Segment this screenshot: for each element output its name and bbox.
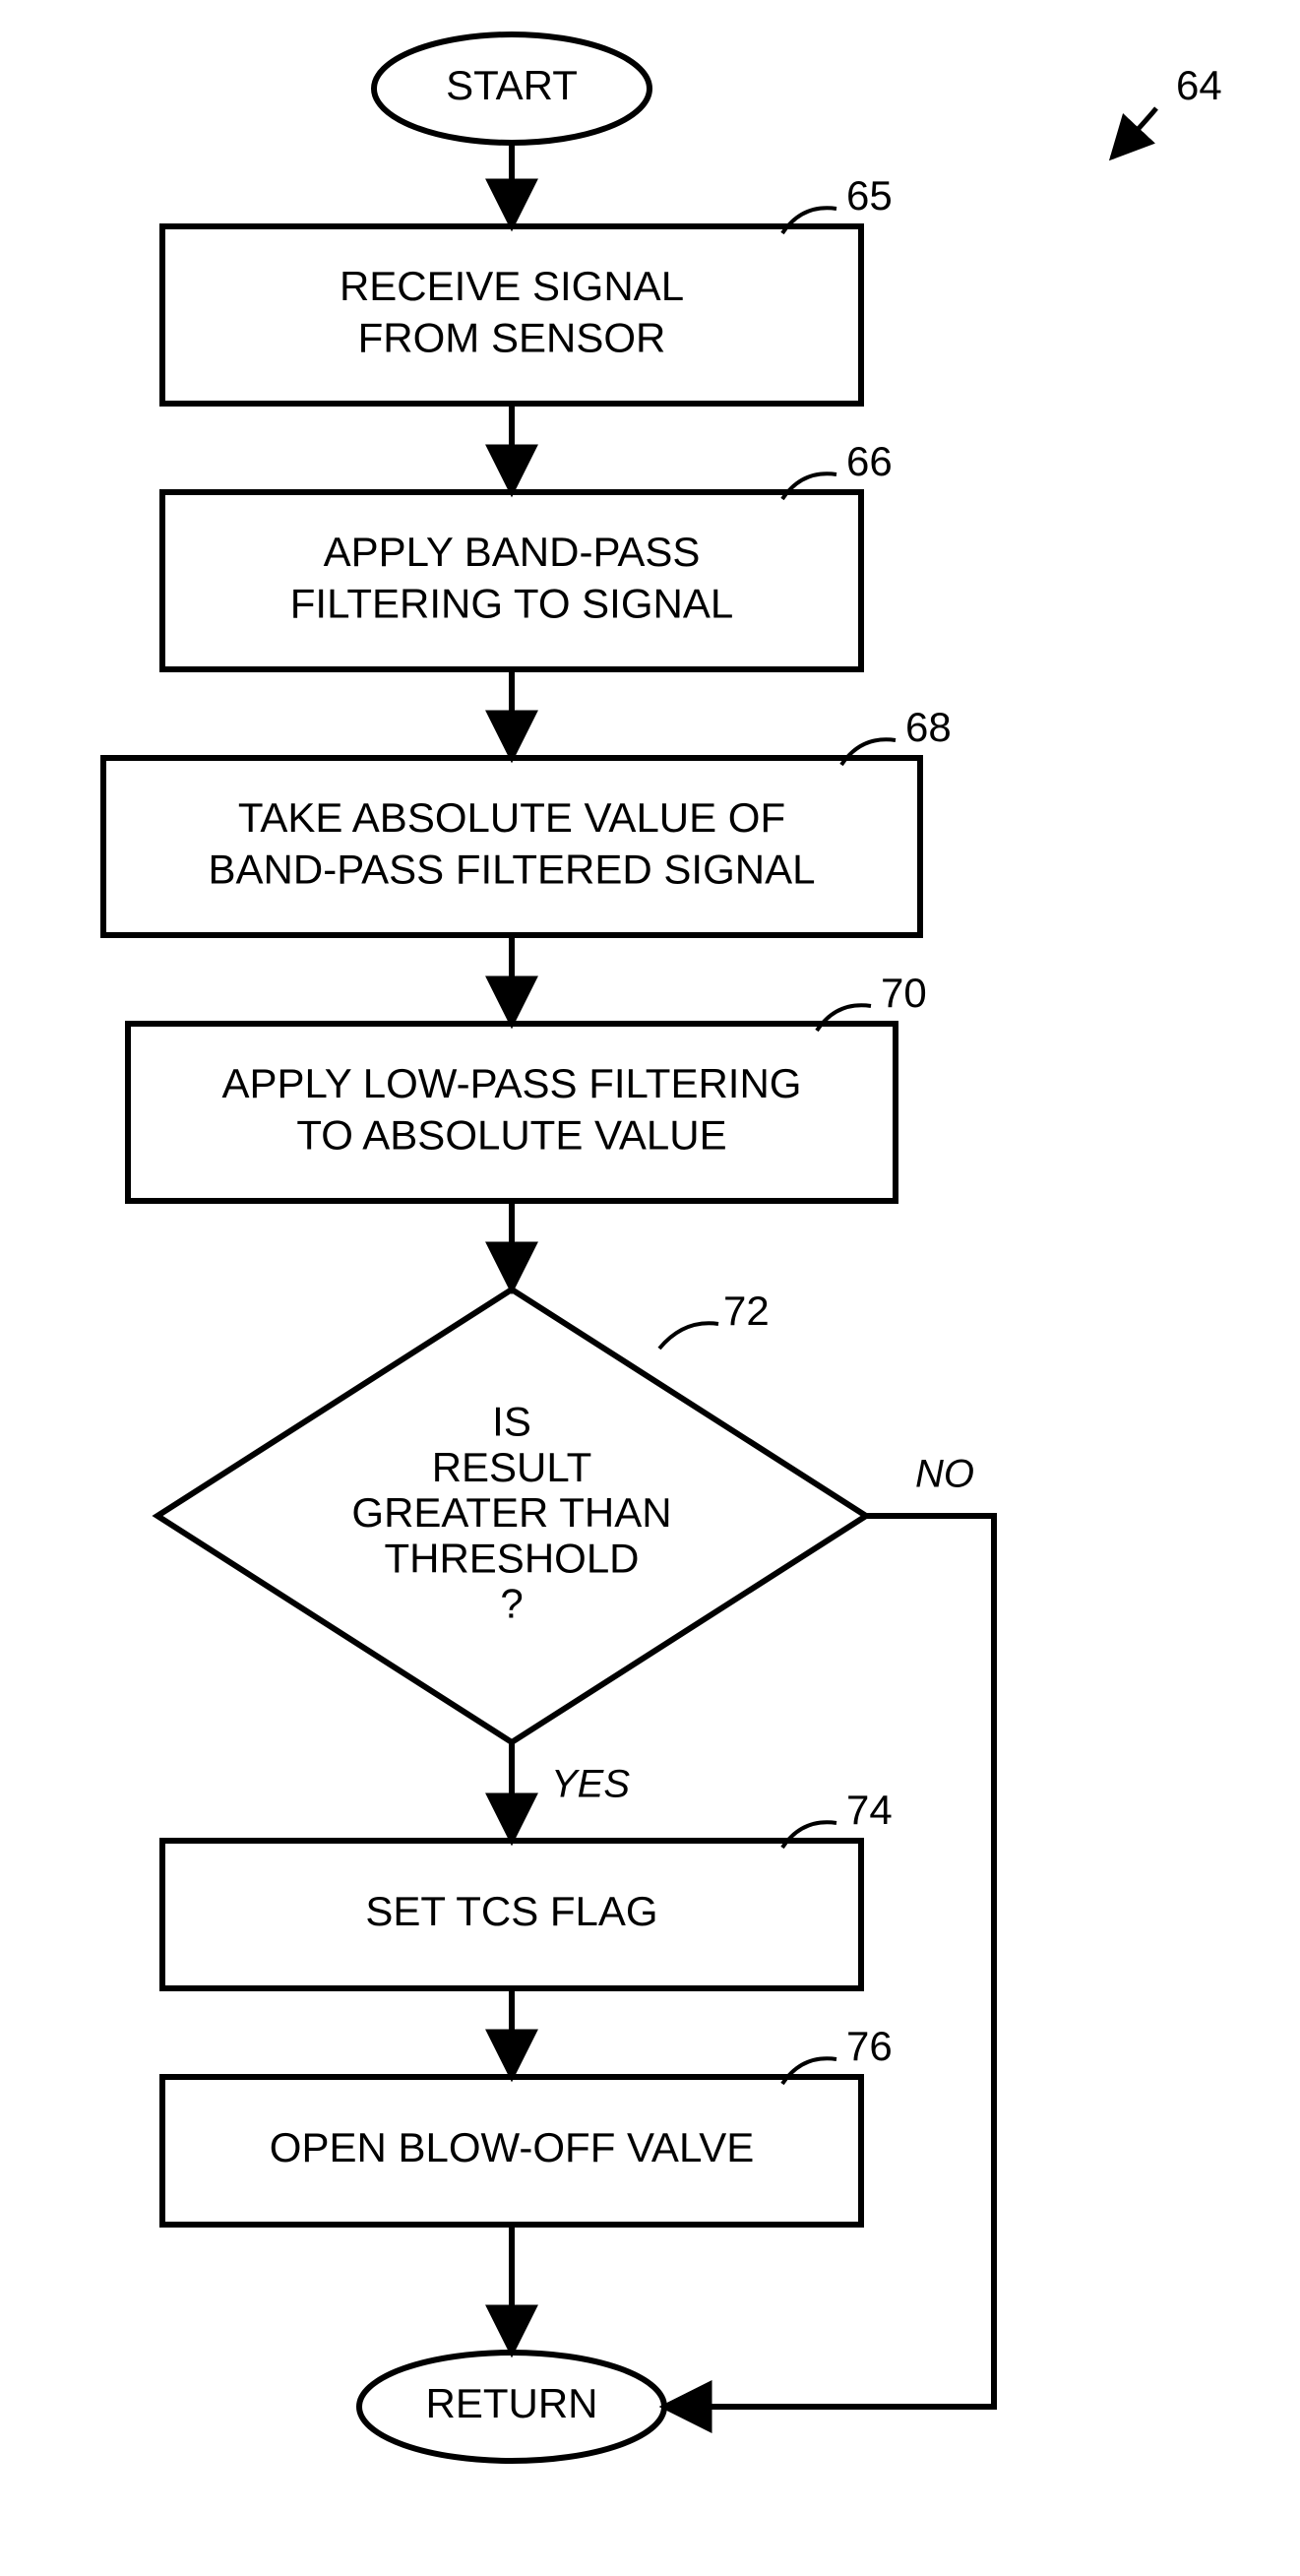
- n65-ref: 65: [846, 172, 893, 219]
- n66-text-1: FILTERING TO SIGNAL: [290, 580, 733, 626]
- n68-ref: 68: [905, 704, 952, 750]
- figure-ref-arrow: [1112, 108, 1156, 157]
- n66-text-0: APPLY BAND-PASS: [324, 529, 701, 575]
- edge-5-label: YES: [551, 1763, 630, 1806]
- n68-text-0: TAKE ABSOLUTE VALUE OF: [238, 794, 785, 841]
- n65-text-1: FROM SENSOR: [358, 314, 666, 360]
- n72-text-0: IS: [492, 1399, 531, 1445]
- n66-ref: 66: [846, 438, 893, 484]
- n76-text-0: OPEN BLOW-OFF VALVE: [270, 2124, 754, 2170]
- n74-ref: 74: [846, 1787, 893, 1833]
- n72-ref: 72: [723, 1288, 770, 1334]
- n70-ref: 70: [881, 970, 927, 1016]
- n72-ref-tick: [659, 1323, 718, 1349]
- n65-text-0: RECEIVE SIGNAL: [340, 263, 684, 309]
- n72-text-2: GREATER THAN: [351, 1489, 671, 1536]
- n70-text-1: TO ABSOLUTE VALUE: [296, 1111, 726, 1158]
- n68-text-1: BAND-PASS FILTERED SIGNAL: [209, 846, 816, 892]
- n72-text-1: RESULT: [432, 1444, 592, 1490]
- edge-8-label: NO: [915, 1453, 974, 1496]
- n70-text-0: APPLY LOW-PASS FILTERING: [222, 1060, 802, 1106]
- start-label: START: [446, 62, 578, 108]
- return-label: RETURN: [426, 2380, 598, 2426]
- n76-ref: 76: [846, 2023, 893, 2069]
- n72-text-3: THRESHOLD: [384, 1535, 639, 1581]
- n72-text-4: ?: [500, 1580, 523, 1626]
- n74-text-0: SET TCS FLAG: [365, 1888, 657, 1934]
- figure-ref: 64: [1176, 62, 1222, 108]
